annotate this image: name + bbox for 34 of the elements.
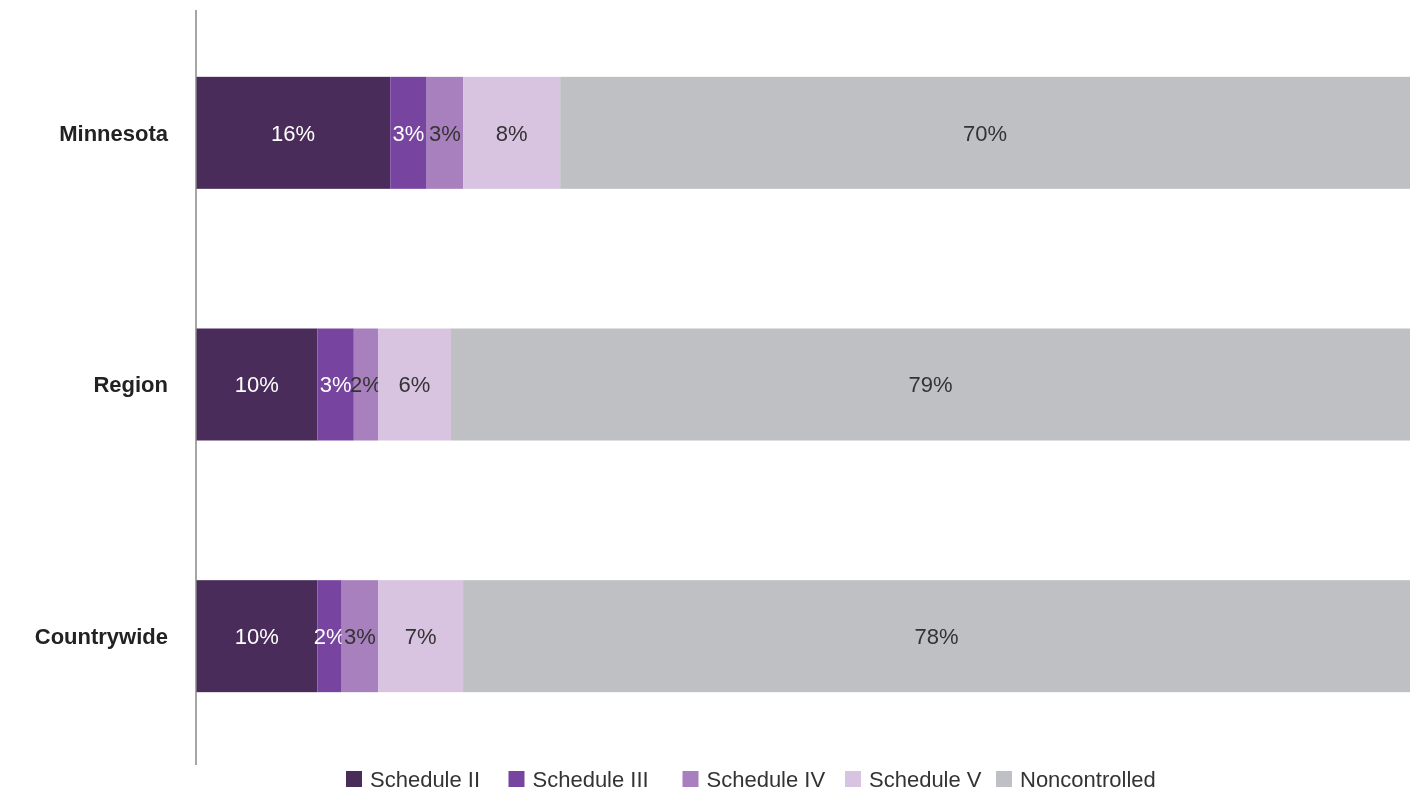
bar [426, 76, 464, 189]
y-tick-label: Countrywide [34, 623, 168, 649]
bar [317, 580, 342, 693]
data-label: 79% [908, 372, 953, 398]
y-tick-label: Region [93, 372, 168, 398]
legend-label: Schedule III [532, 766, 649, 790]
legend-label: Schedule II [370, 766, 481, 790]
data-label: 78% [914, 623, 959, 649]
legend-label: Schedule V [869, 766, 982, 790]
bar [378, 580, 464, 693]
bar [378, 328, 451, 441]
bar [196, 76, 391, 189]
data-label: 3% [319, 372, 352, 398]
y-tick-label: Minnesota [59, 120, 169, 146]
data-label: 3% [343, 623, 376, 649]
data-label: 70% [963, 120, 1008, 146]
bar [560, 76, 1410, 189]
data-label: 3% [428, 120, 461, 146]
bar [341, 580, 379, 693]
data-label: 10% [234, 623, 279, 649]
data-label: 8% [495, 120, 528, 146]
legend-label: Schedule IV [706, 766, 826, 790]
bar [450, 328, 1410, 441]
bar [196, 328, 318, 441]
legend-label: Noncontrolled [1020, 766, 1156, 790]
data-label: 10% [234, 372, 279, 398]
bar [463, 76, 561, 189]
data-label: 16% [271, 120, 316, 146]
data-label: 6% [398, 372, 431, 398]
data-label: 7% [404, 623, 437, 649]
bar [390, 76, 427, 189]
bar [463, 580, 1410, 693]
bar [353, 328, 379, 441]
data-label: 3% [392, 120, 425, 146]
